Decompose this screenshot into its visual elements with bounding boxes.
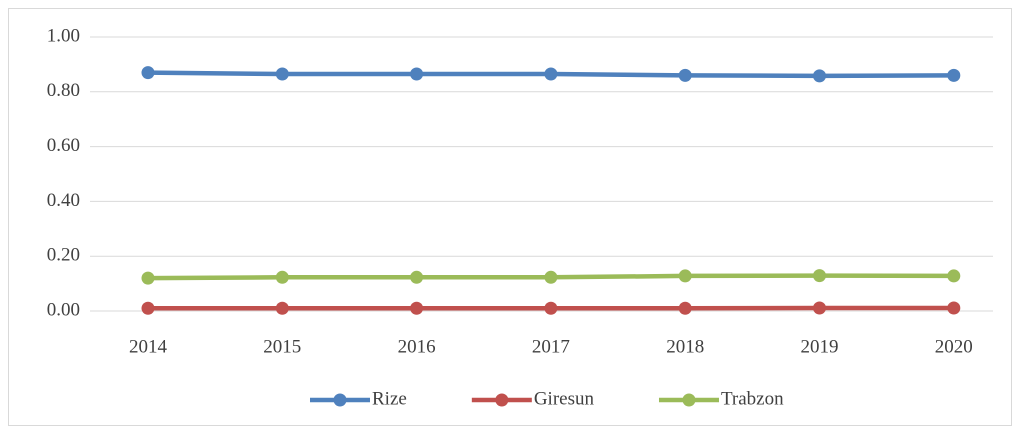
x-tick-label: 2019 [801,336,839,357]
point [813,269,826,282]
y-tick-label: 0.20 [47,245,80,266]
point [544,271,557,284]
legend-marker [495,394,508,407]
x-tick-label: 2017 [532,336,570,357]
point [410,271,423,284]
point [276,67,289,80]
x-tick-label: 2016 [398,336,436,357]
point [544,67,557,80]
point [813,301,826,314]
x-tick-label: 2014 [129,336,168,357]
point [142,272,155,285]
legend-marker [682,394,695,407]
x-tick-label: 2018 [666,336,704,357]
legend-label: Giresun [534,388,595,409]
legend-label: Trabzon [721,388,784,409]
point [142,302,155,315]
legend-label: Rize [372,388,407,409]
point [142,66,155,79]
point [410,67,423,80]
point [813,69,826,82]
point [947,301,960,314]
y-tick-label: 0.80 [47,80,80,101]
point [679,69,692,82]
x-tick-label: 2020 [935,336,973,357]
point [276,271,289,284]
x-tick-label: 2015 [263,336,301,357]
point [679,302,692,315]
point [947,69,960,82]
point [276,302,289,315]
point [679,269,692,282]
y-tick-label: 1.00 [47,25,80,46]
legend-marker [334,394,347,407]
point [947,269,960,282]
point [410,302,423,315]
y-tick-label: 0.60 [47,135,80,156]
point [544,302,557,315]
y-tick-label: 0.40 [47,190,80,211]
y-tick-label: 0.00 [47,299,80,320]
